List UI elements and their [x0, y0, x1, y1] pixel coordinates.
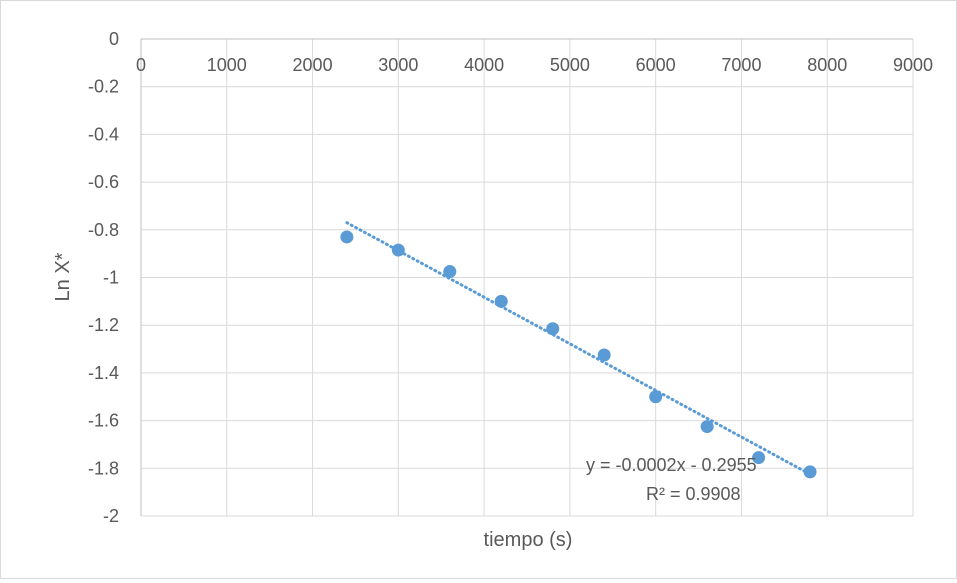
y-tick-label: -0.6 [88, 172, 119, 192]
data-point [391, 243, 405, 257]
y-tick-label: -1.6 [88, 411, 119, 431]
data-point [443, 265, 457, 279]
labels: Ln X* tiempo (s) y = -0.0002x - 0.2955 R… [52, 29, 933, 551]
x-tick-label: 2000 [293, 55, 333, 75]
data-point [546, 322, 560, 336]
x-tick-label: 6000 [636, 55, 676, 75]
y-tick-label: -0.2 [88, 77, 119, 97]
data-point [700, 420, 714, 434]
x-tick-label: 4000 [464, 55, 504, 75]
data-point [752, 451, 766, 465]
x-tick-label: 5000 [550, 55, 590, 75]
x-tick-label: 3000 [378, 55, 418, 75]
trendline-r2: R² = 0.9908 [646, 484, 741, 504]
x-tick-label: 7000 [721, 55, 761, 75]
x-tick-label: 8000 [807, 55, 847, 75]
axes [140, 38, 913, 516]
x-tick-label: 0 [136, 55, 146, 75]
trendline-equation: y = -0.0002x - 0.2955 [586, 455, 757, 475]
y-tick-label: -0.8 [88, 220, 119, 240]
trendline-layer [345, 221, 812, 476]
x-tick-label: 1000 [207, 55, 247, 75]
trendline [345, 221, 812, 476]
y-tick-label: -1 [103, 268, 119, 288]
data-point [494, 294, 508, 308]
gridlines [141, 39, 914, 517]
data-point [597, 348, 611, 362]
y-tick-label: -0.4 [88, 124, 119, 144]
y-tick-label: -1.8 [88, 458, 119, 478]
y-tick-label: -1.2 [88, 315, 119, 335]
y-tick-label: 0 [109, 29, 119, 49]
y-axis-title: Ln X* [52, 252, 74, 301]
data-point [649, 390, 663, 404]
y-tick-label: -1.4 [88, 363, 119, 383]
x-axis-title: tiempo (s) [484, 529, 573, 551]
y-tick-label: -2 [103, 506, 119, 526]
data-points [340, 230, 817, 479]
x-tick-label: 9000 [893, 55, 933, 75]
data-point [803, 465, 817, 479]
data-point [340, 230, 354, 244]
